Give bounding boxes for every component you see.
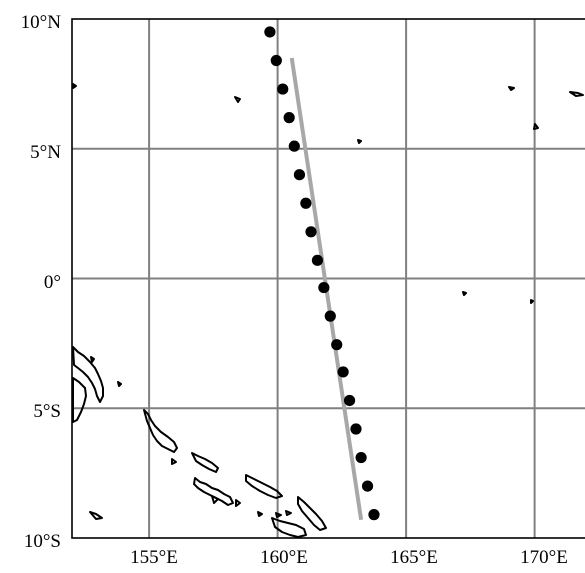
track-point-13 [337,366,349,378]
lat-label-5n: 5°N [30,142,61,163]
coastline-islet-m [533,123,539,130]
map-frame [71,18,585,539]
coastline-islet-e [235,499,241,507]
latitude-labels: 10°N 5°N 0° 5°S 10°S [21,12,62,552]
track-point-6 [293,169,306,181]
track-point-17 [361,480,374,492]
coastline-islet-o [72,83,77,89]
longitude-labels: 155°E 160°E 165°E 170°E [130,547,568,568]
coastline-islet-q [530,299,534,304]
track-point-15 [350,423,362,435]
lon-label-170e: 170°E [520,547,568,568]
graticule [72,19,585,538]
coastline-islet-f [89,511,103,520]
coastline-malaita [297,496,327,531]
coastline-new-ireland [72,346,104,403]
lat-label-10n: 10°N [21,12,62,33]
lat-label-10s: 10°S [24,531,61,552]
track-point-2 [270,54,282,67]
lat-label-0: 0° [44,272,61,293]
coastline-guadalcanal [271,517,307,538]
coastline-islet-b [117,381,122,387]
coastline-islet-j [234,96,241,103]
track-layer [264,26,380,521]
lat-label-5s: 5°S [33,401,61,422]
coastline-islet-d [211,495,219,504]
track-point-12 [331,339,343,351]
track-point-10 [318,281,330,294]
track-point-1 [264,26,276,38]
coastline-islet-i [285,510,292,516]
track-point-11 [324,310,336,322]
track-point-7 [300,197,312,209]
coastline-islet-h [275,512,282,518]
coastline-new-georgia [193,477,234,506]
coastline-islet-p [462,291,467,296]
coastline-islet-k [357,139,362,144]
track-point-9 [311,254,324,266]
coastline-islet-l [508,86,515,91]
lon-label-155e: 155°E [130,547,178,568]
track-point-4 [283,112,295,124]
track-point-3 [277,83,289,95]
track-point-18 [368,509,380,521]
coastlines [72,83,584,538]
track-point-8 [305,226,317,238]
track-point-14 [343,394,356,407]
lon-label-160e: 160°E [260,547,308,568]
coastline-bougainville-north [143,409,178,453]
track-point-5 [288,140,300,152]
coastline-santa-isabel [245,474,283,499]
lon-label-165e: 165°E [390,547,438,568]
coastline-islet-n [569,91,584,97]
track-point-16 [355,451,367,464]
coastline-islet-g [257,511,263,517]
coastline-new-britain-tip [72,377,87,423]
coastline-islet-c [171,458,177,465]
coastline-islet-a [90,356,95,363]
coastline-choiseul [191,452,219,473]
